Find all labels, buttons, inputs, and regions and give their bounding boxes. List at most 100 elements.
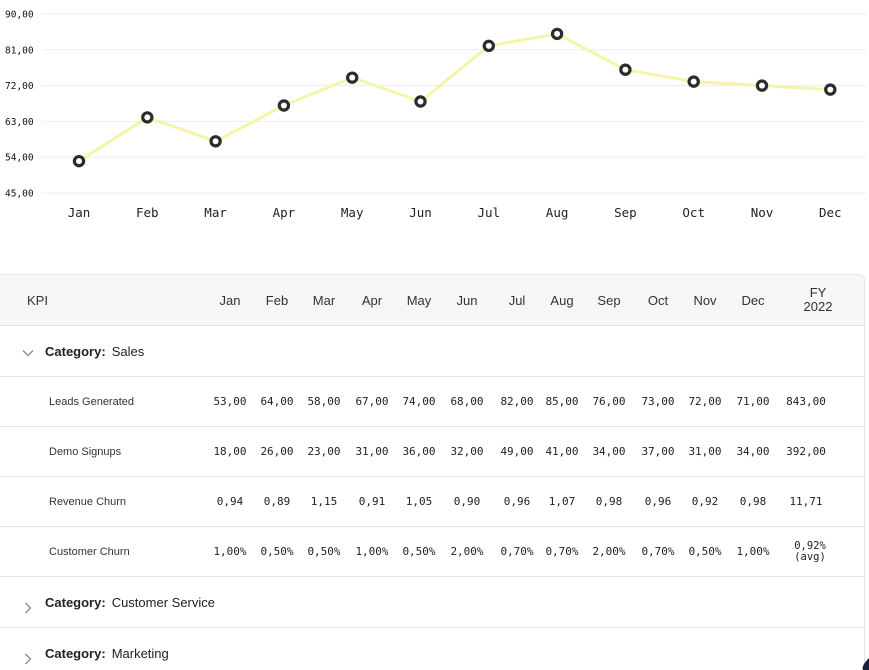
kpi-name: Leads Generated: [49, 395, 135, 408]
data-point-jan[interactable]: [72, 154, 86, 168]
x-tick-label: Jul: [478, 205, 501, 220]
table-row: Demo Signups 18,00 26,00 23,00 31,00 36,00 32,…: [0, 427, 864, 477]
data-point-jun[interactable]: [414, 95, 427, 108]
x-tick-label: Dec: [819, 205, 842, 220]
data-point-jul[interactable]: [482, 39, 495, 53]
table-cell: 74,00: [402, 395, 436, 408]
table-cell: 1,15: [310, 495, 338, 508]
table-cell: 23,00: [307, 445, 341, 458]
table-cell: 0,70%: [641, 545, 675, 558]
y-tick-label: 45,00: [5, 189, 34, 200]
category-row-customer-service[interactable]: Category: Customer Service: [0, 577, 864, 628]
column-header-may[interactable]: May: [406, 292, 432, 308]
table-cell: 0,70%: [545, 545, 579, 558]
column-header-mar[interactable]: Mar: [312, 292, 336, 308]
y-tick-label: 90,00: [5, 10, 34, 21]
x-tick-label: Apr: [273, 205, 296, 220]
category-name: Customer Service: [111, 594, 215, 610]
column-header-jul[interactable]: Jul: [508, 292, 526, 308]
category-label: Category: Sales: [45, 326, 144, 376]
table-cell: 2,00%: [592, 545, 626, 558]
table-row: Revenue Churn 0,94 0,89 1,15 0,91 1,05 0,90 0,9…: [0, 477, 864, 527]
table-cell: 0,94: [216, 495, 244, 508]
table-cell: 0,96: [644, 495, 672, 508]
fy-total-cell: 392,00: [786, 445, 826, 458]
table-cell: 41,00: [545, 445, 579, 458]
table-cell: 32,00: [450, 445, 484, 458]
table-cell: 85,00: [545, 395, 579, 408]
category-key: Category:: [45, 645, 106, 661]
data-point-may[interactable]: [346, 71, 359, 84]
table-row: Leads Generated 53,00 64,00 58,00 67,00 74,00…: [0, 377, 864, 427]
table-cell: 31,00: [355, 445, 389, 458]
chevron-down-icon[interactable]: [21, 346, 35, 360]
y-tick-label: 63,00: [5, 117, 34, 128]
column-header-dec[interactable]: Dec: [741, 292, 765, 308]
table-cell: 31,00: [688, 445, 722, 458]
table-cell: 49,00: [500, 445, 534, 458]
fy-total-cell: 0,92% (avg): [780, 527, 840, 576]
table-cell: 26,00: [260, 445, 294, 458]
x-tick-label: Aug: [546, 205, 569, 220]
fy-header-line2: 2022: [803, 299, 833, 314]
data-point-sep[interactable]: [619, 63, 632, 76]
table-cell: 76,00: [592, 395, 626, 408]
category-row-sales[interactable]: Category: Sales: [0, 326, 864, 377]
column-header-nov[interactable]: Nov: [693, 292, 717, 308]
x-tick-label: Feb: [136, 205, 159, 220]
column-header-apr[interactable]: Apr: [361, 292, 383, 308]
table-cell: 73,00: [641, 395, 675, 408]
x-tick-label: Oct: [682, 205, 705, 220]
data-point-apr[interactable]: [277, 99, 291, 112]
table-cell: 0,92: [691, 495, 719, 508]
table-cell: 72,00: [688, 395, 722, 408]
x-tick-label: Mar: [204, 205, 227, 220]
data-point-nov[interactable]: [755, 79, 769, 92]
x-tick-label: Sep: [614, 205, 637, 220]
table-cell: 34,00: [736, 445, 770, 458]
table-cell: 68,00: [450, 395, 484, 408]
table-cell: 36,00: [402, 445, 436, 458]
table-cell: 34,00: [592, 445, 626, 458]
kpi-name: Demo Signups: [49, 445, 122, 458]
table-cell: 0,50%: [688, 545, 722, 558]
kpi-name: Customer Churn: [49, 545, 130, 558]
corner-decoration: [862, 658, 869, 670]
table-cell: 0,98: [595, 495, 623, 508]
table-cell: 0,89: [263, 495, 291, 508]
category-name: Marketing: [111, 645, 169, 661]
column-header-aug[interactable]: Aug: [550, 292, 574, 308]
column-header-jan[interactable]: Jan: [219, 292, 241, 308]
data-point-aug[interactable]: [550, 27, 564, 41]
data-point-feb[interactable]: [141, 111, 154, 124]
table-cell: 71,00: [736, 395, 770, 408]
table-cell: 37,00: [641, 445, 675, 458]
y-tick-label: 72,00: [5, 81, 34, 92]
data-point-mar[interactable]: [209, 135, 222, 148]
table-cell: 0,50%: [402, 545, 436, 558]
column-header-feb[interactable]: Feb: [265, 292, 289, 308]
column-header-oct[interactable]: Oct: [647, 292, 669, 308]
table-cell: 0,70%: [500, 545, 534, 558]
column-header-fy[interactable]: FY 2022: [790, 275, 846, 325]
table-cell: 2,00%: [450, 545, 484, 558]
chevron-right-icon[interactable]: [21, 601, 35, 615]
table-cell: 53,00: [213, 395, 247, 408]
table-cell: 67,00: [355, 395, 389, 408]
category-label: Category: Customer Service: [45, 577, 215, 627]
data-point-dec[interactable]: [824, 83, 837, 96]
kpi-table: KPI Jan Feb Mar Apr May Jun Jul Aug Sep Oct Nov Dec…: [0, 274, 865, 670]
column-header-jun[interactable]: Jun: [456, 292, 478, 308]
column-header-kpi[interactable]: KPI: [27, 292, 48, 308]
table-header-row: KPI Jan Feb Mar Apr May Jun Jul Aug Sep Oct Nov Dec…: [0, 275, 864, 326]
column-header-sep[interactable]: Sep: [597, 292, 621, 308]
data-point-oct[interactable]: [687, 75, 700, 88]
kpi-name: Revenue Churn: [49, 495, 127, 508]
chevron-right-icon[interactable]: [21, 652, 35, 666]
table-cell: 0,50%: [260, 545, 294, 558]
table-cell: 0,91: [358, 495, 386, 508]
category-row-marketing[interactable]: Category: Marketing: [0, 628, 864, 670]
table-cell: 0,90: [453, 495, 481, 508]
line-chart: 90,00 81,00 72,00 63,00 54,00 45,00 Jan Feb Mar A…: [5, 10, 866, 220]
table-cell: 18,00: [213, 445, 247, 458]
